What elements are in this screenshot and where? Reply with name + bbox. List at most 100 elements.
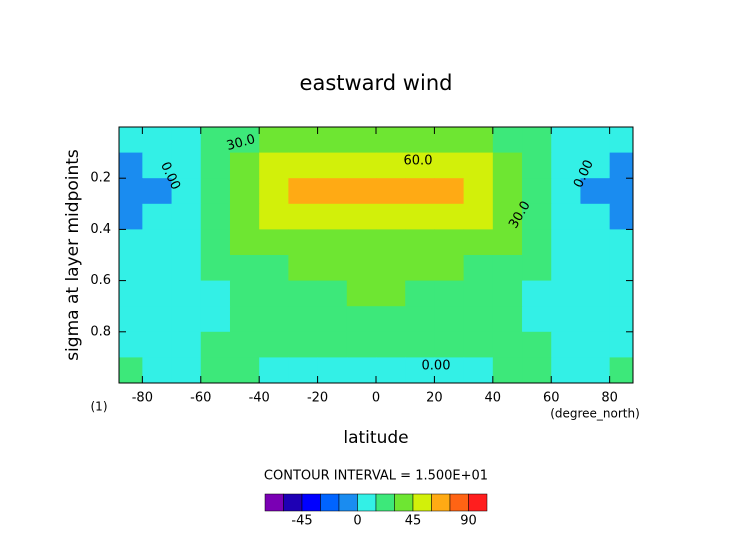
field-cell	[580, 127, 611, 154]
field-cell	[171, 229, 202, 256]
field-cell	[200, 127, 231, 154]
field-cell	[609, 280, 633, 307]
field-cell	[522, 203, 552, 230]
field-cell	[522, 178, 552, 205]
field-cell	[551, 331, 581, 358]
colorbar-box	[468, 493, 488, 512]
field-cell	[171, 203, 202, 230]
colorbar-box	[283, 493, 303, 512]
field-cell	[171, 178, 202, 205]
field-cell	[492, 178, 523, 205]
field-cell	[551, 306, 581, 333]
field-cell	[463, 127, 494, 154]
field-cell	[119, 127, 143, 154]
field-cell	[551, 127, 581, 154]
field-cell	[142, 255, 173, 282]
field-cell	[551, 357, 581, 383]
field-cell	[609, 203, 633, 230]
x-tick-label: 0	[372, 391, 380, 406]
field-cell	[119, 152, 143, 179]
field-cell	[463, 178, 494, 205]
colorbar-tick-label: -45	[291, 514, 312, 529]
field-cell	[463, 255, 494, 282]
field-cell	[288, 203, 319, 230]
field-cell	[492, 255, 523, 282]
field-cell	[463, 306, 494, 333]
field-cell	[492, 306, 523, 333]
field-cell	[609, 152, 633, 179]
field-cell	[119, 203, 143, 230]
field-cell	[288, 280, 319, 307]
field-cell	[376, 331, 406, 358]
field-cell	[259, 127, 289, 154]
field-cell	[522, 229, 552, 256]
field-cell	[288, 255, 319, 282]
field-cell	[142, 178, 173, 205]
field-cell	[405, 152, 435, 179]
field-cell	[609, 178, 633, 205]
field-cell	[522, 255, 552, 282]
field-cell	[259, 178, 289, 205]
field-cell	[522, 152, 552, 179]
field-cell	[171, 127, 202, 154]
field-cell	[119, 306, 143, 333]
field-cell	[434, 229, 465, 256]
field-cell	[463, 331, 494, 358]
field-cell	[551, 229, 581, 256]
field-cell	[551, 178, 581, 205]
field-cell	[171, 306, 202, 333]
y-tick-label: 0.2	[90, 171, 111, 186]
field-cell	[551, 255, 581, 282]
field-cell	[229, 331, 260, 358]
field-cell	[405, 255, 435, 282]
field-cell	[171, 255, 202, 282]
field-cell	[405, 306, 435, 333]
colorbar-tick-label: 0	[353, 514, 361, 529]
colorbar-box	[338, 493, 358, 512]
x-tick-label: 20	[426, 391, 443, 406]
field-cell	[259, 357, 289, 383]
colorbar-box	[301, 493, 321, 512]
field-cell	[434, 203, 465, 230]
field-cell	[463, 229, 494, 256]
field-cell	[119, 357, 143, 383]
field-cell	[551, 280, 581, 307]
field-cell	[288, 127, 319, 154]
field-cell	[288, 331, 319, 358]
field-cell	[119, 178, 143, 205]
field-cell	[259, 203, 289, 230]
contour-label: 0.00	[422, 359, 451, 374]
x-tick-label: -40	[249, 391, 270, 406]
field-cell	[492, 229, 523, 256]
contour-label: 60.0	[404, 154, 433, 169]
field-cell	[200, 331, 231, 358]
field-cell	[463, 203, 494, 230]
colorbar-tick-label: 90	[460, 514, 477, 529]
field-cell	[580, 229, 611, 256]
field-cell	[200, 229, 231, 256]
x-tick-label: 40	[485, 391, 502, 406]
field-cell	[376, 306, 406, 333]
field-cell	[551, 152, 581, 179]
field-cell	[376, 127, 406, 154]
field-cell	[376, 152, 406, 179]
field-cell	[434, 306, 465, 333]
x-tick-label: 80	[601, 391, 618, 406]
field-cell	[580, 255, 611, 282]
contour-label: 30.0	[225, 132, 257, 154]
field-cell	[229, 229, 260, 256]
field-cell	[580, 178, 611, 205]
y-tick-label: 0.8	[90, 324, 111, 339]
field-cell	[609, 255, 633, 282]
field-cell	[119, 229, 143, 256]
colorbar-box	[431, 493, 451, 512]
x-tick-label: -60	[190, 391, 211, 406]
field-cell	[346, 152, 377, 179]
field-cell	[317, 127, 348, 154]
field-cell	[119, 331, 143, 358]
field-cell	[317, 306, 348, 333]
field-cell	[551, 203, 581, 230]
field-cell	[229, 127, 260, 154]
field-cell	[229, 357, 260, 383]
